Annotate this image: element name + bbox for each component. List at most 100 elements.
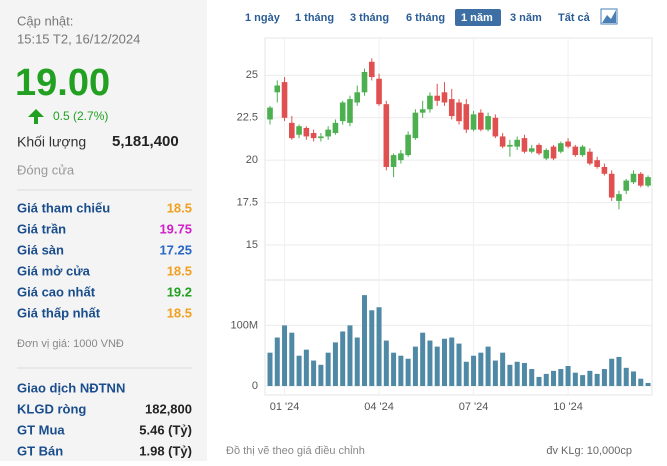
candle-body xyxy=(637,173,644,186)
row-label: Giá cao nhất xyxy=(17,284,96,299)
volume-bar xyxy=(340,331,346,386)
volume-bar xyxy=(391,352,397,386)
candle-body xyxy=(587,151,593,164)
candle-body xyxy=(630,173,637,183)
price-change: 0.5 (2.7%) xyxy=(53,109,108,123)
candle-body xyxy=(310,133,317,139)
plot-frame xyxy=(264,37,653,396)
volume-bar xyxy=(311,360,317,386)
volume-bar xyxy=(572,372,578,386)
row-value: 18.5 xyxy=(167,263,192,278)
foreign-label: GT Bán xyxy=(17,443,63,458)
y-tick-label: 22.5 xyxy=(237,112,258,124)
candle-body xyxy=(485,116,491,130)
volume-label: Khối lượng xyxy=(17,134,86,150)
foreign-title: Giao dịch NĐTNN xyxy=(17,380,125,395)
candle-body xyxy=(579,146,586,156)
candle-body xyxy=(616,194,622,201)
candle-body xyxy=(325,129,331,137)
candle-body xyxy=(470,114,477,130)
update-label: Cập nhật: xyxy=(17,13,73,28)
volume-bar xyxy=(420,332,426,386)
volume-bar xyxy=(587,370,593,386)
chart-icon[interactable] xyxy=(600,8,618,25)
volume-bar xyxy=(594,373,600,386)
candle-body xyxy=(478,112,484,130)
volume-bar xyxy=(543,373,549,386)
foreign-value: 1.98 (Tỷ) xyxy=(139,443,192,458)
volume-bar xyxy=(274,337,280,386)
tab[interactable]: 1 tháng xyxy=(295,12,334,24)
volume-bar xyxy=(485,346,491,386)
status: Đóng cửa xyxy=(17,162,75,177)
y-tick-label: 25 xyxy=(246,69,258,81)
volume-bar xyxy=(558,369,564,386)
volume-bar xyxy=(471,355,477,386)
candle-body xyxy=(412,112,419,139)
volume-bar xyxy=(623,367,629,386)
volume-bar xyxy=(551,370,557,386)
row-label: Giá mở cửa xyxy=(17,263,91,278)
tab[interactable]: Tất cả xyxy=(558,12,591,24)
candle-body xyxy=(427,95,433,110)
volume-bar xyxy=(318,364,324,386)
volume-bar xyxy=(463,361,469,386)
candle-body xyxy=(572,146,579,156)
foreign-value: 182,800 xyxy=(145,401,192,416)
tab[interactable]: 3 năm xyxy=(510,12,542,24)
candle-body xyxy=(296,126,302,135)
tab[interactable]: 3 tháng xyxy=(350,12,389,24)
candle-body xyxy=(507,144,513,147)
y-tick-label: 0 xyxy=(252,380,258,392)
volume-bar xyxy=(405,358,411,386)
info-panel xyxy=(0,0,207,461)
volume: 5,181,400 xyxy=(112,133,179,150)
volume-bar xyxy=(296,355,302,386)
foreign-label: GT Mua xyxy=(17,422,65,437)
row-value: 19.75 xyxy=(159,221,192,236)
volume-bar xyxy=(456,343,462,386)
candle-body xyxy=(528,148,535,152)
x-tick-label: 07 '24 xyxy=(459,401,489,413)
candle-body xyxy=(347,99,353,123)
volume-bar xyxy=(609,358,615,386)
tab[interactable]: 1 năm xyxy=(461,12,493,24)
candle-body xyxy=(608,173,615,198)
volume-bar xyxy=(580,375,586,386)
row-label: Giá sàn xyxy=(17,242,64,257)
volume-bar xyxy=(492,360,498,386)
tab[interactable]: 6 tháng xyxy=(406,12,445,24)
volume-bar xyxy=(267,352,273,386)
volume-bar xyxy=(645,382,651,386)
candle-body xyxy=(405,134,411,156)
volume-bar xyxy=(398,355,404,386)
candle-body xyxy=(499,136,506,147)
candle-body xyxy=(441,92,448,103)
candle-body xyxy=(361,71,368,93)
footer-unit: đv KLg: 10,000cp xyxy=(546,445,632,457)
volume-bar xyxy=(303,349,309,386)
candle-body xyxy=(434,95,441,101)
volume-bar xyxy=(500,352,506,386)
candle-body xyxy=(514,139,520,147)
candle-body xyxy=(267,107,273,120)
y-tick-label: 15 xyxy=(246,239,258,251)
candle-body xyxy=(354,92,361,103)
volume-bar xyxy=(449,337,455,386)
volume-bar xyxy=(565,366,571,386)
volume-bar xyxy=(478,352,484,386)
volume-bar xyxy=(638,378,644,386)
candle-body xyxy=(390,155,397,167)
volume-bar xyxy=(332,342,338,386)
volume-bar xyxy=(631,371,636,386)
candle-body xyxy=(332,122,339,134)
volume-bar xyxy=(369,310,375,386)
volume-bar xyxy=(514,361,520,386)
candle-body xyxy=(419,109,426,113)
row-label: Giá thấp nhất xyxy=(17,305,101,320)
volume-bar xyxy=(347,325,353,386)
volume-bar xyxy=(507,364,513,386)
tab[interactable]: 1 ngày xyxy=(245,12,281,24)
volume-bar xyxy=(521,362,527,386)
